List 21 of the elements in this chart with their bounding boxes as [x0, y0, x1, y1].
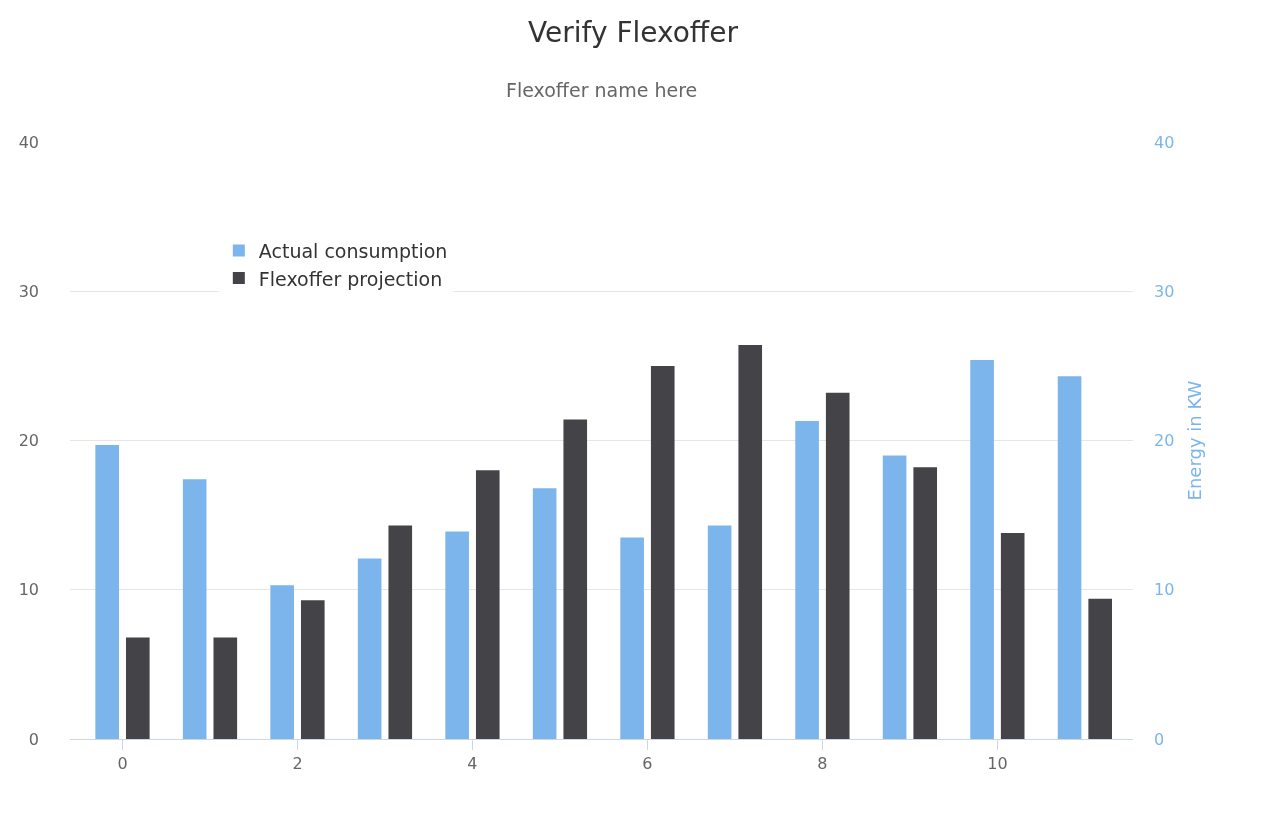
y2-axis-title: Energy in KW	[1184, 380, 1206, 501]
y2-tick-label: 40	[1154, 132, 1175, 152]
y2-tick-label: 30	[1154, 281, 1175, 301]
y-tick-label: 30	[18, 281, 39, 301]
x-tick-label: 4	[467, 754, 478, 774]
y-tick-label: 40	[18, 132, 39, 152]
legend-label: Actual consumption	[258, 239, 448, 262]
y2-tick-label: 10	[1154, 580, 1175, 600]
x-tick-label: 0	[117, 754, 128, 774]
x-tick-label: 6	[642, 754, 653, 774]
y-tick-label: 0	[28, 729, 39, 749]
x-tick-label: 2	[292, 754, 303, 774]
y-tick-label: 10	[18, 580, 39, 600]
y-tick-label: 20	[18, 431, 39, 451]
chart-subtitle: Flexoffer name here	[506, 79, 698, 101]
chart-title: Verify Flexoffer	[528, 16, 739, 50]
legend-label: Flexoffer projection	[258, 267, 443, 290]
y2-tick-label: 0	[1154, 729, 1165, 749]
y2-tick-label: 20	[1154, 431, 1175, 451]
x-tick-label: 8	[817, 754, 828, 774]
x-tick-label: 10	[987, 754, 1008, 774]
